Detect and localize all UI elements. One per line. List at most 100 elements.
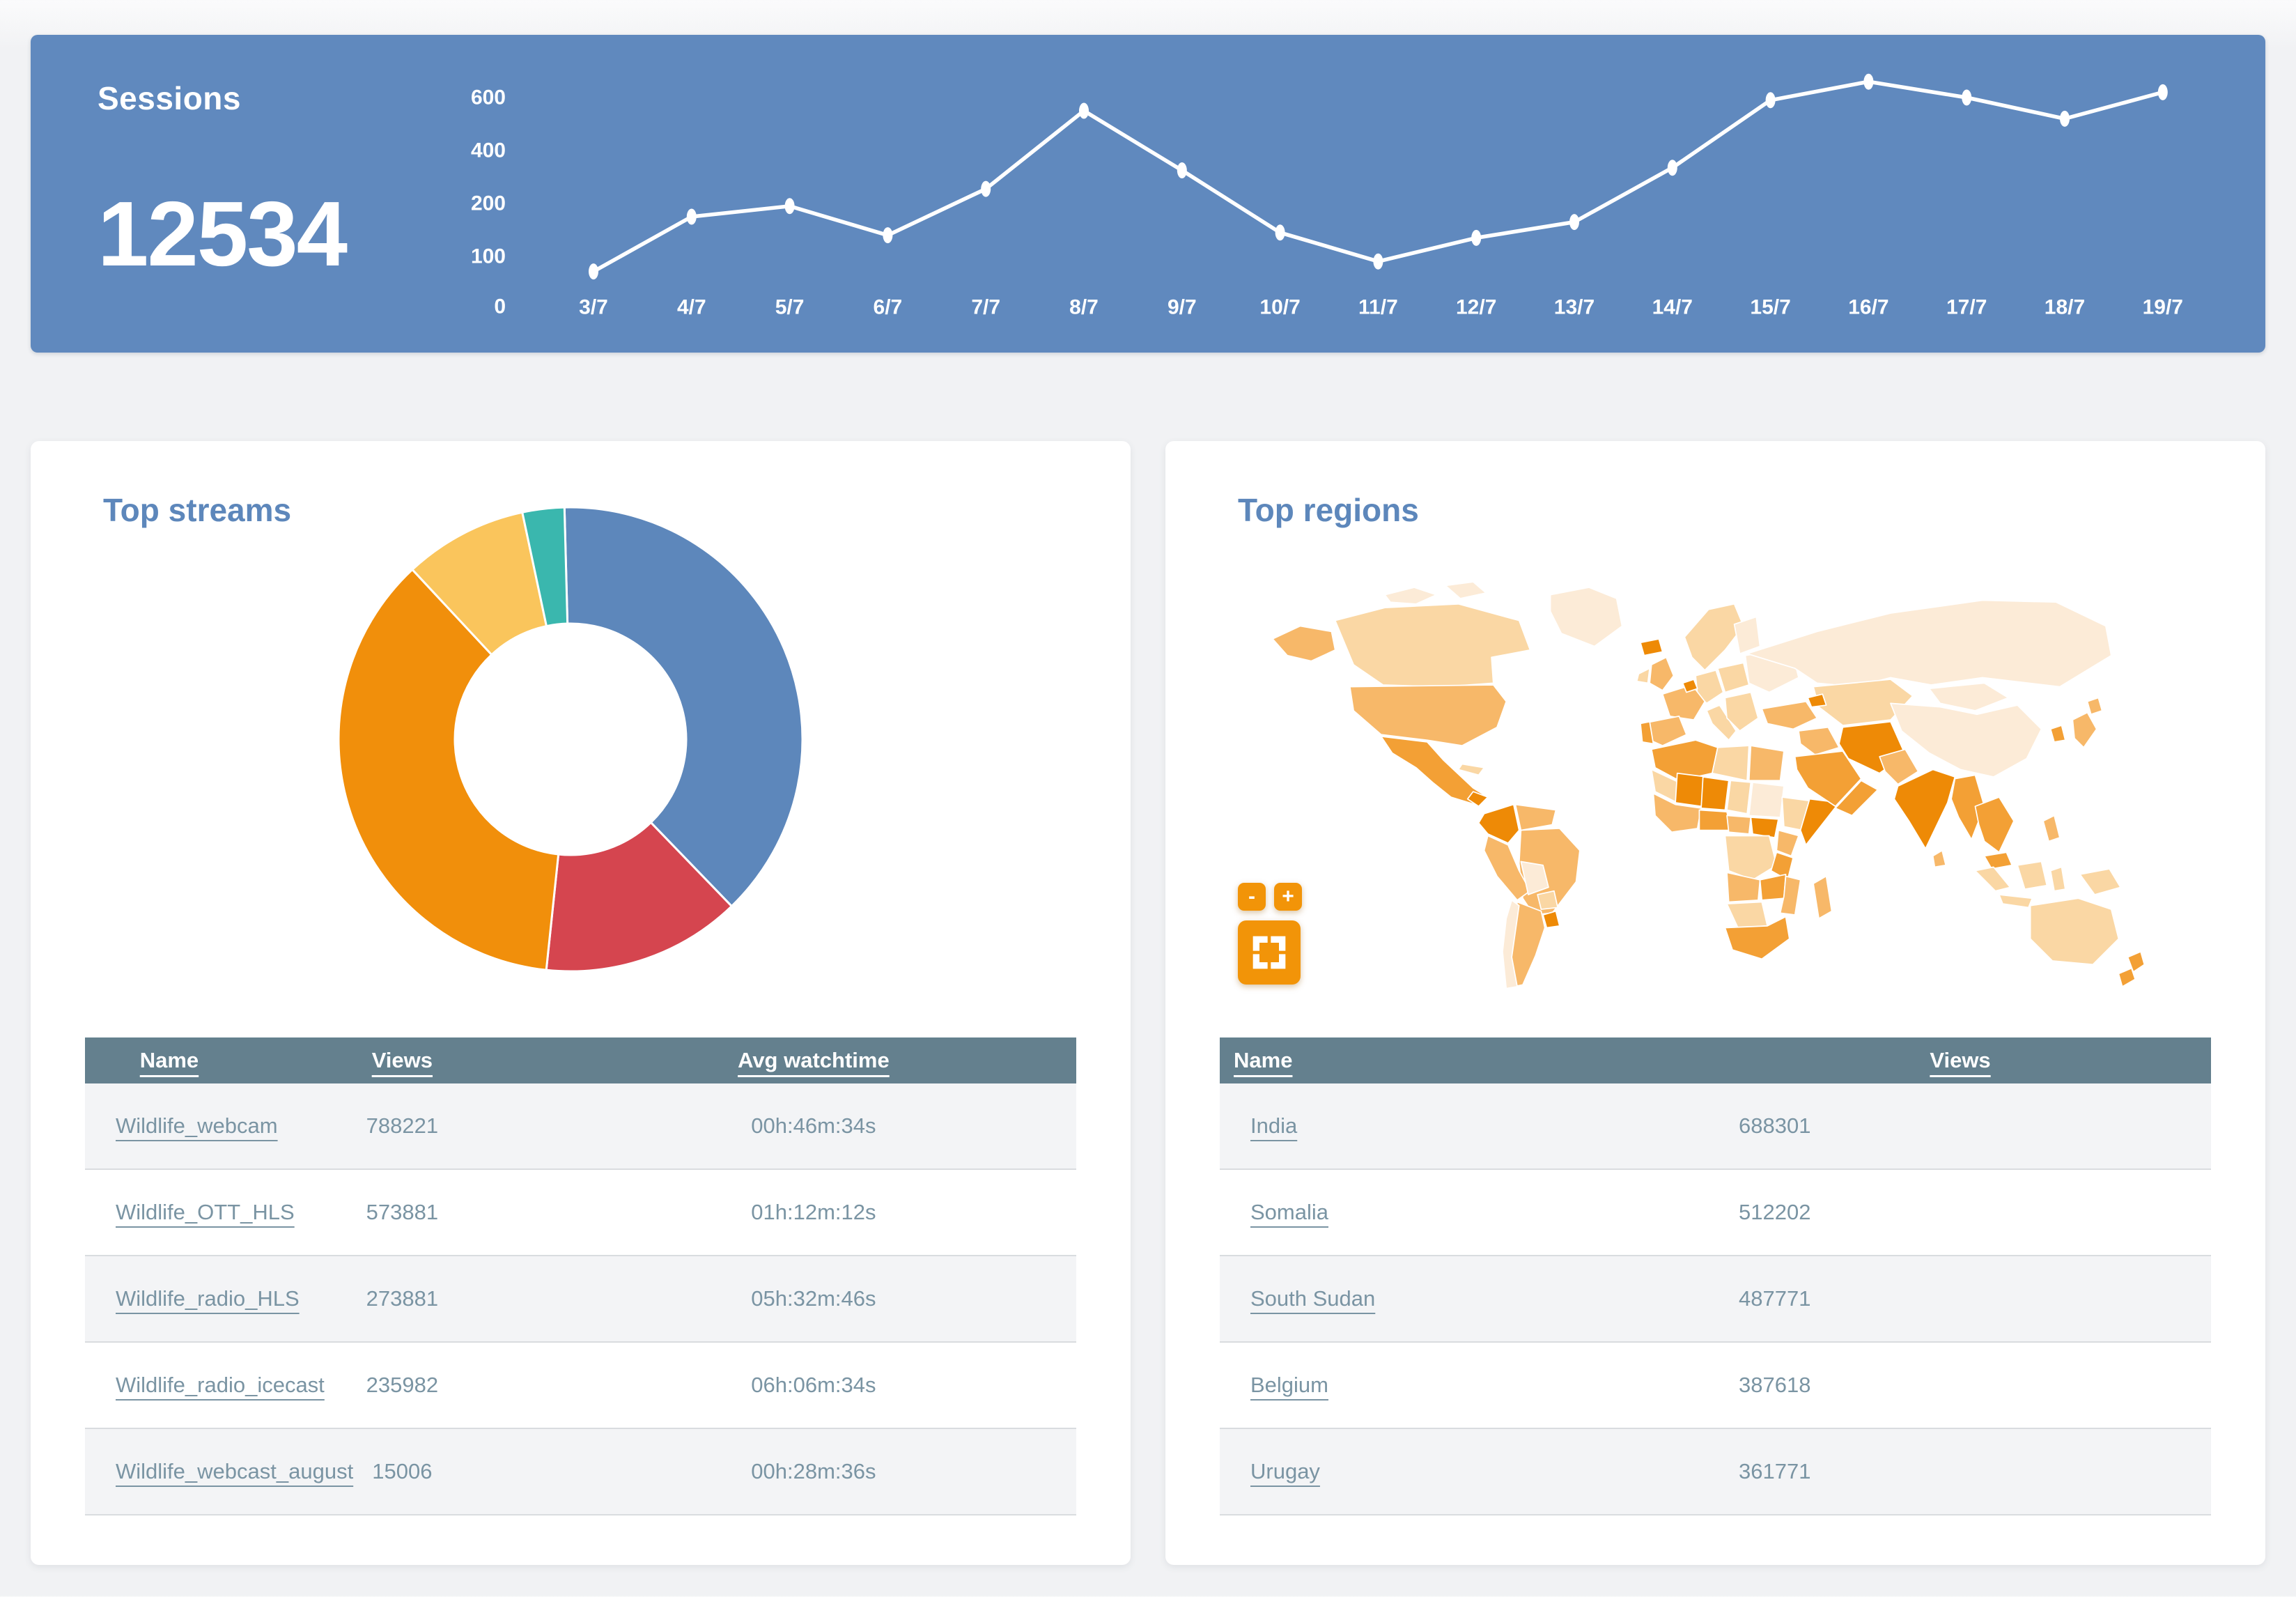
country-shape[interactable] [1502,900,1520,989]
table-row: South Sudan 487771 [1220,1256,2211,1343]
column-header[interactable]: Views [1709,1037,2211,1083]
country-shape[interactable] [1684,603,1744,671]
country-shape[interactable] [1726,780,1752,815]
country-shape[interactable] [1726,901,1768,929]
column-header[interactable]: Name [1220,1037,1710,1083]
x-tick-label: 17/7 [1946,296,1987,319]
country-shape[interactable] [1726,815,1752,835]
country-shape[interactable] [1974,796,2015,854]
country-shape[interactable] [1445,581,1487,599]
country-shape[interactable] [1652,792,1702,833]
country-shape[interactable] [1537,890,1559,910]
views-cell: 235982 [253,1342,551,1429]
region-link[interactable]: Belgium [1250,1373,1328,1397]
country-shape[interactable] [1776,829,1799,857]
country-shape[interactable] [1879,748,1919,785]
choropleth-map[interactable] [1243,547,2170,1007]
country-shape[interactable] [1748,782,1785,818]
stream-link[interactable]: Wildlife_radio_HLS [116,1286,300,1311]
country-shape[interactable] [1759,874,1787,901]
country-shape[interactable] [2049,866,2066,892]
column-header[interactable]: Avg watchtime [550,1037,1076,1083]
country-shape[interactable] [1974,866,2011,892]
country-shape[interactable] [1483,835,1531,901]
stream-link[interactable]: Wildlife_webcast_august [116,1459,354,1483]
region-link[interactable]: Somalia [1250,1200,1328,1224]
country-shape[interactable] [1834,780,1879,817]
country-shape[interactable] [1349,684,1507,746]
column-header[interactable]: Views [253,1037,551,1083]
country-shape[interactable] [1698,809,1732,831]
country-shape[interactable] [1724,835,1778,881]
country-shape[interactable] [1733,616,1761,654]
country-shape[interactable] [2072,711,2097,748]
country-shape[interactable] [1466,791,1489,808]
country-shape[interactable] [1549,587,1623,647]
stream-link[interactable]: Wildlife_OTT_HLS [116,1200,295,1224]
map-zoom-in-button[interactable]: + [1274,883,1302,911]
country-shape[interactable] [1682,679,1698,693]
watchtime-cell: 00h:28m:36s [550,1428,1076,1515]
country-shape[interactable] [2017,861,2048,890]
country-shape[interactable] [1542,910,1560,929]
country-shape[interactable] [1761,700,1818,730]
map-fullscreen-button[interactable] [1238,920,1301,985]
data-point [2060,110,2070,127]
country-shape[interactable] [1794,750,1862,808]
views-cell: 15006 [253,1428,551,1515]
country-shape[interactable] [1457,763,1485,776]
country-shape[interactable] [1807,693,1827,708]
country-shape[interactable] [1748,745,1785,782]
country-shape[interactable] [1746,599,2112,688]
country-shape[interactable] [1983,851,2013,870]
country-shape[interactable] [1712,745,1750,782]
country-shape[interactable] [2086,697,2103,716]
region-link[interactable]: Urugay [1250,1459,1320,1483]
country-shape[interactable] [2029,897,2120,966]
country-shape[interactable] [1928,682,2009,711]
country-shape[interactable] [1813,679,1914,726]
country-shape[interactable] [1272,625,1336,662]
region-link[interactable]: South Sudan [1250,1286,1376,1311]
country-shape[interactable] [1716,662,1750,693]
stream-link[interactable]: Wildlife_webcam [116,1113,278,1138]
country-shape[interactable] [1636,668,1651,684]
streams-table: Name Views Avg watchtime Wildlife_webcam 7… [85,1037,1076,1515]
column-header[interactable]: Name [85,1037,254,1083]
name-cell: Wildlife_radio_icecast [85,1342,325,1429]
country-shape[interactable] [1724,916,1790,960]
country-shape[interactable] [1890,702,2042,778]
country-shape[interactable] [1893,769,1956,849]
region-link[interactable]: India [1250,1113,1298,1138]
country-shape[interactable] [2049,725,2066,743]
country-shape[interactable] [1334,603,1531,688]
country-shape[interactable] [2118,967,2136,987]
country-shape[interactable] [2079,868,2121,895]
world-map[interactable]: - + [1238,547,2170,1007]
country-shape[interactable] [2127,950,2146,973]
country-shape[interactable] [1384,587,1437,605]
name-cell: Wildlife_radio_HLS [85,1256,300,1343]
country-shape[interactable] [1813,875,1833,920]
country-shape[interactable] [1640,720,1654,745]
country-shape[interactable] [1750,817,1779,838]
country-shape[interactable] [1706,704,1737,741]
country-shape[interactable] [1700,776,1730,811]
country-shape[interactable] [1640,638,1663,656]
country-shape[interactable] [1779,875,1801,916]
streams-table-head: Name Views Avg watchtime [85,1037,1076,1083]
country-shape[interactable] [1724,691,1759,732]
country-shape[interactable] [1998,894,2033,909]
country-shape[interactable] [1726,872,1761,903]
country-shape[interactable] [1950,774,1985,840]
map-zoom-out-button[interactable]: - [1238,883,1266,911]
country-shape[interactable] [1514,803,1557,831]
country-shape[interactable] [1932,849,1947,868]
views-cell: 487771 [1709,1256,2211,1343]
country-shape[interactable] [1649,656,1675,691]
country-shape[interactable] [1477,803,1520,844]
stream-link[interactable]: Wildlife_radio_icecast [116,1373,325,1397]
country-shape[interactable] [1798,726,1840,756]
country-shape[interactable] [2042,815,2061,842]
country-shape[interactable] [1520,861,1549,895]
